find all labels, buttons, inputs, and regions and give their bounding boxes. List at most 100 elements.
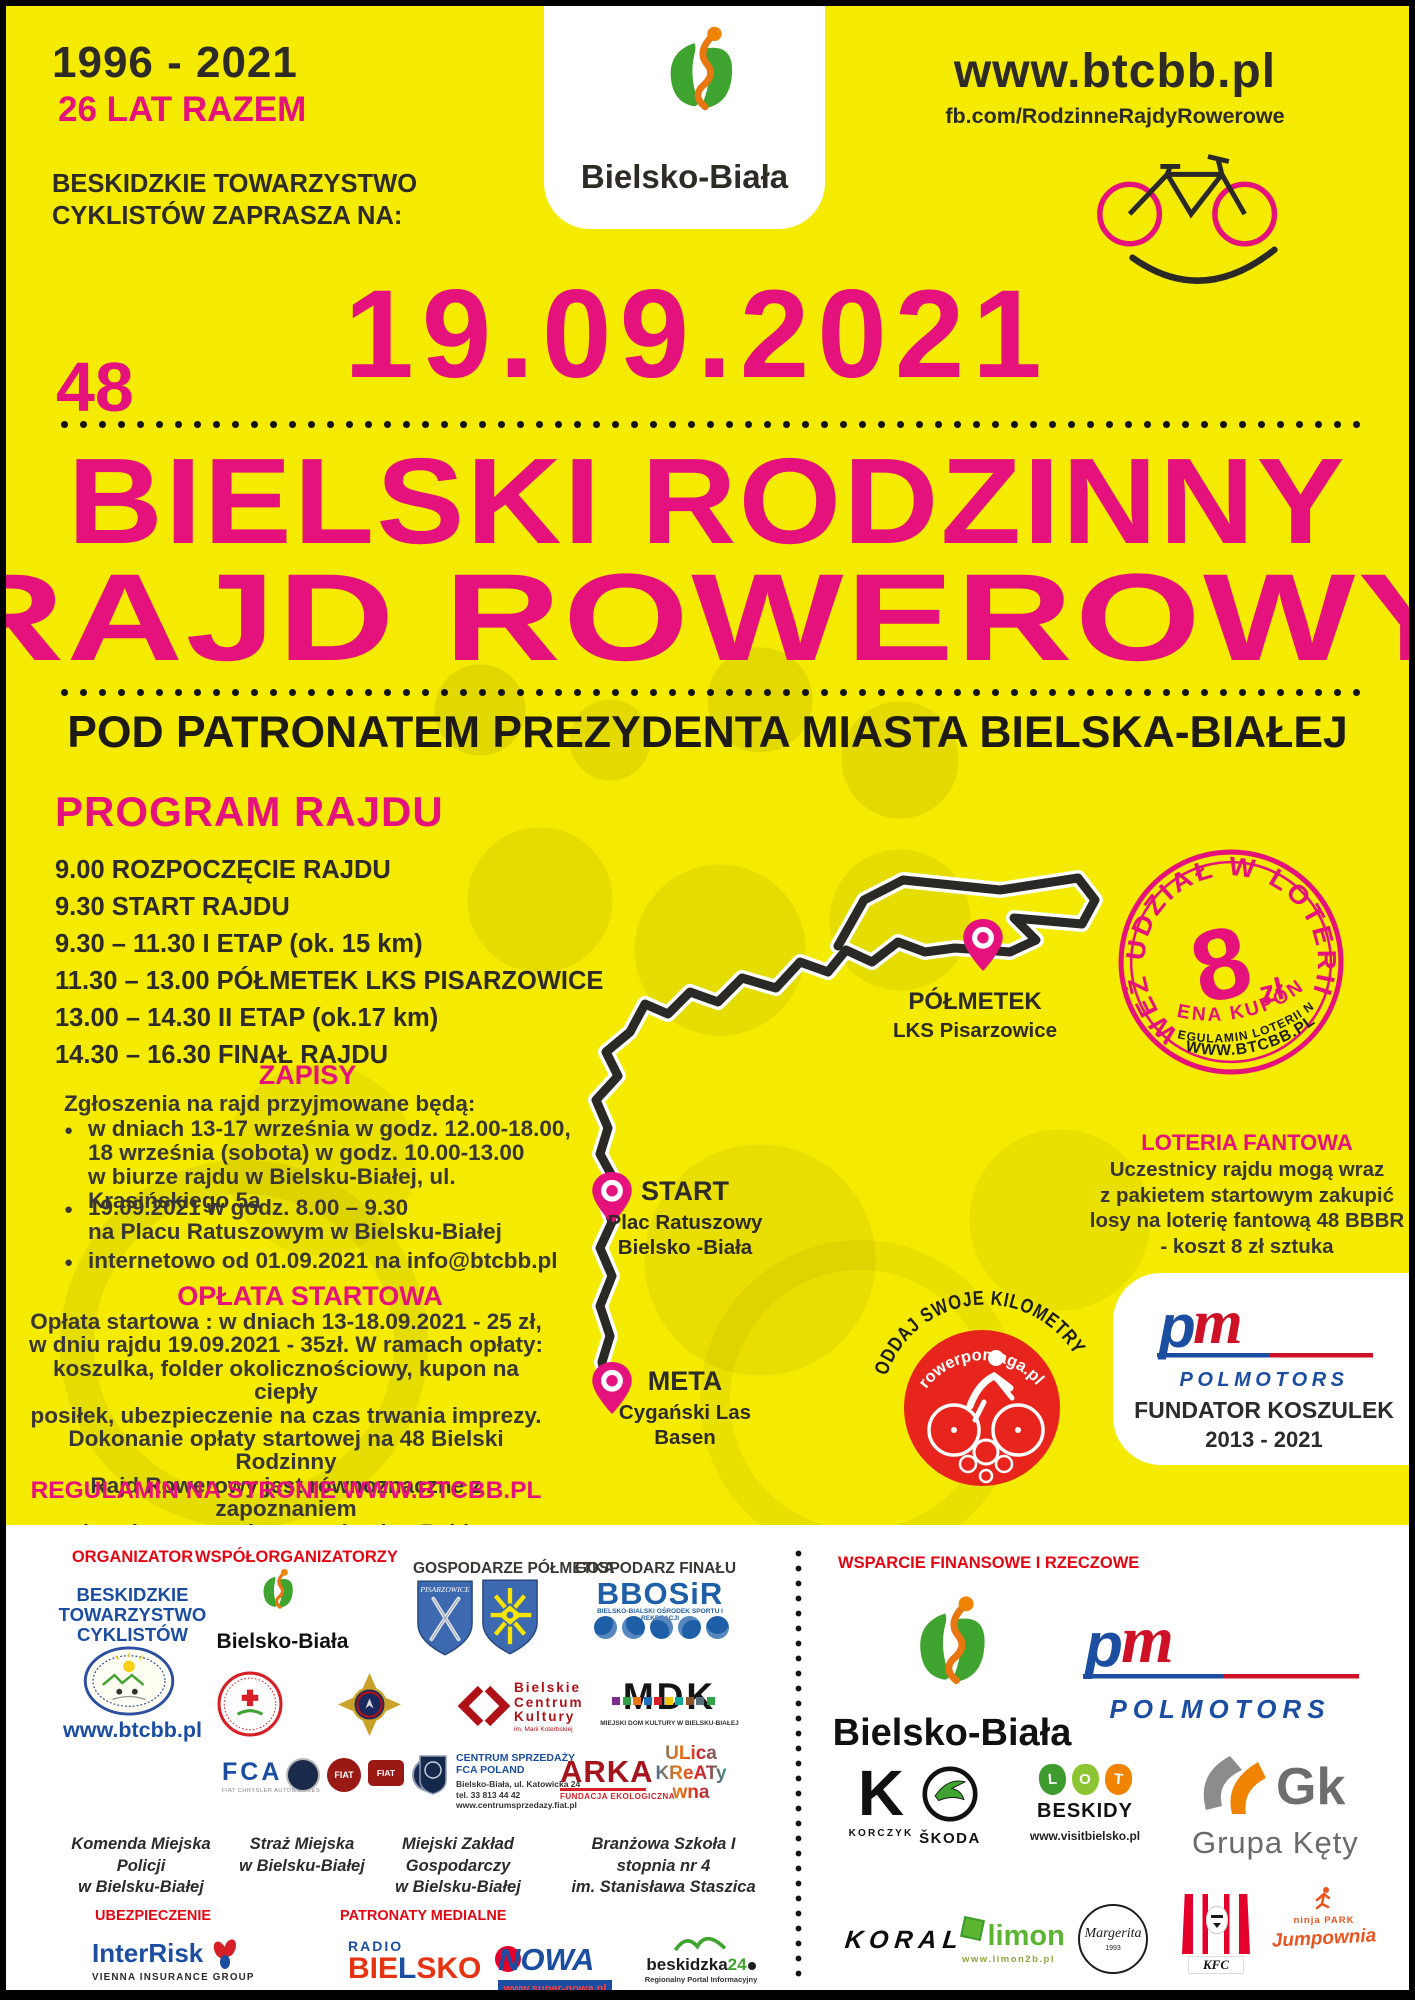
meta-sublabel-1: Cygański Las (618, 1401, 752, 1424)
pck-rescue-logo (217, 1671, 283, 1737)
polmotors-wordmark-big: POLMOTORS (1109, 1694, 1331, 1724)
bck-line: Centrum (514, 1694, 584, 1710)
limon-icon (960, 1916, 985, 1941)
interrisk-logo: InterRisk VIENNA INSURANCE GROUP (92, 1938, 255, 1983)
invite-line-2: CYKLISTÓW ZAPRASZA NA: (52, 202, 403, 230)
btc-club-logo (83, 1646, 175, 1716)
jumpownia-logo: ninja PARK Jumpownia (1268, 1886, 1380, 1952)
caption-szkola-2: im. Stanisława Staszica (571, 1878, 756, 1896)
polmetek-label: PÓŁMETEK (908, 988, 1042, 1015)
margerita-year: 1993 (1105, 1945, 1121, 1952)
colonel-face-icon (1206, 1906, 1228, 1934)
invite-line-1: BESKIDZKIE TOWARZYSTWO (52, 170, 418, 198)
fundator-line1: FUNDATOR KOSZULEK (1134, 1397, 1394, 1423)
regulamin-line: REGULAMIN NA STRONIE WWW.BTCBB.PL (30, 1477, 542, 1504)
korczyk-logo: K KORCZYK (845, 1757, 917, 1839)
korczyk-k-mark: K (857, 1757, 905, 1829)
loteria-fantowa-line: losy na loterię fantową 48 BBBR (1089, 1209, 1405, 1232)
loteria-fantowa-line: - koszt 8 zł sztuka (1160, 1234, 1334, 1258)
facebook-url: fb.com/RodzinneRajdyRowerowe (945, 104, 1285, 128)
bck-logo-mark (458, 1685, 510, 1727)
bielsko-biala-logo-icon (670, 26, 733, 111)
fundator-line2: 2013 - 2021 (1205, 1427, 1323, 1452)
btc-name-line: CYKLISTÓW (77, 1624, 188, 1645)
title-line-1: BIELSKI RODZINNY (67, 433, 1348, 569)
polmetek-pin-icon (963, 919, 1003, 971)
skoda-text: ŠKODA (919, 1830, 981, 1847)
nowa-logo: NOWA www.super-nowa.pl (495, 1942, 614, 1997)
anniversary-text: 26 LAT RAZEM (58, 90, 307, 129)
gospodarz-finalu-label: GOSPODARZ FINAŁU (575, 1560, 737, 1577)
grupa-kety-text: Grupa Kęty (1192, 1825, 1359, 1860)
jumper-icon (1315, 1887, 1331, 1910)
loteria-fantowa-heading: LOTERIA FANTOWA (1141, 1130, 1353, 1155)
polmotors-wordmark: POLMOTORS (1179, 1369, 1349, 1391)
zapisy-bullet1-line3: w biurze rajdu w Bielsku-Białej, ul. Kra… (88, 1164, 456, 1213)
ulica-kreatywna-line: ULica (650, 1744, 732, 1764)
city-logo-small-text: Bielsko-Biała (216, 1630, 349, 1653)
polmotors-pm-logo-big: p m (1083, 1608, 1359, 1680)
zapisy-bullet2-line2: na Placu Ratuszowym w Bielsku-Białej (88, 1219, 502, 1244)
beskidzka24-sub: Regionalny Portal Informacyjny (644, 1975, 758, 1984)
lot-t-shape: T (1103, 1763, 1133, 1796)
zapisy-bullet1-line2: 18 września (sobota) w godz. 10.00-13.00 (88, 1140, 525, 1165)
edition-number: 48 (56, 348, 134, 426)
lot-o-shape: O (1071, 1764, 1099, 1795)
bck-line: Kultury (514, 1709, 576, 1724)
jumpownia-text: Jumpownia (1271, 1925, 1377, 1952)
meta-pin-icon (592, 1362, 632, 1414)
alfa-romeo-logo (286, 1758, 320, 1792)
ubezpieczenie-label: UBEZPIECZENIE (95, 1908, 212, 1924)
bullet-icon: ● (64, 1122, 74, 1139)
sponsors-section (0, 1525, 1415, 1992)
fca-logo-sub: FIAT CHRYSLER AUTOMOBILES (222, 1788, 321, 1794)
koral-logo: KORAL (843, 1926, 966, 1954)
loteria-fantowa-line: Uczestnicy rajdu mogą wraz (1109, 1158, 1385, 1181)
zapisy-bullet3: internetowo od 01.09.2021 na info@btcbb.… (88, 1248, 558, 1273)
patronage-line: POD PATRONATEM PREZYDENTA MIASTA BIELSKA… (67, 708, 1348, 757)
city-logo-text: Bielsko-Biała (580, 158, 789, 195)
title-line-2: RAJD ROWEROWY (0, 549, 1415, 687)
bck-line: Bielskie (514, 1680, 582, 1695)
oplata-heading: OPŁATA STARTOWA (177, 1281, 443, 1311)
kfc-logo: KFC (1182, 1894, 1250, 1974)
bullet-icon: ● (64, 1201, 74, 1218)
polmotors-sponsor-box: p m POLMOTORS FUNDATOR KOSZULEK 2013 - 2… (1113, 1273, 1415, 1465)
btc-url: www.btcbb.pl (63, 1718, 202, 1742)
organizator-label: ORGANIZATOR (71, 1548, 194, 1566)
arka-logo-sub: FUNDACJA EKOLOGICZNA (560, 1792, 676, 1801)
mdk-logo-sub: MIEJSKI DOM KULTURY W BIELSKU-BIAŁEJ (600, 1720, 739, 1727)
dotted-divider (55, 688, 1360, 697)
oplata-line: Dokonanie opłaty startowej na 48 Bielski… (68, 1426, 504, 1475)
gk-swoosh-icon: Gk (1203, 1756, 1345, 1816)
arka-underline (560, 1788, 646, 1791)
beskidzka24-logo: beskidzka24 Regionalny Portal Informacyj… (636, 1930, 766, 1984)
svg-text:m: m (1193, 1291, 1243, 1357)
zapisy-bullet1-line1: w dniach 13-17 września w godz. 12.00-18… (88, 1116, 571, 1141)
bbosir-sport-icons (594, 1616, 729, 1639)
loteria-fantowa-line: z pakietem startowym zakupić (1100, 1183, 1394, 1207)
oplata-line: koszulka, folder okolicznościowy, kupon … (53, 1355, 519, 1405)
btc-name-line: TOWARZYSTWO (58, 1604, 207, 1625)
gospodarze-polmetka-label: GOSPODARZE PÓŁMETKA (413, 1560, 615, 1577)
cyclist-heart-icon (927, 1350, 1045, 1484)
caption-szkola-1: Branżowa Szkoła I stopnia nr 4 (591, 1835, 736, 1875)
pisarzowice-crest: PISARZOWICE (417, 1580, 473, 1656)
skoda-logo: ŠKODA (910, 1766, 990, 1847)
nowa-text: NOWA (498, 1942, 595, 1977)
caption-mzg-1: Miejski Zakład Gospodarczy (402, 1835, 514, 1875)
oplata-line: Opłata startowa : w dniach 13-18.09.2021… (30, 1309, 542, 1334)
polmotors-pm-logo: p m (1157, 1291, 1373, 1360)
caption-mzg-2: w Bielsku-Białej (395, 1878, 521, 1896)
program-item: 9.30 – 11.30 I ETAP (ok. 15 km) (55, 930, 423, 958)
svg-text:Gk: Gk (1276, 1758, 1345, 1816)
program-heading: PROGRAM RAJDU (55, 788, 444, 835)
oplata-line: posiłek, ubezpieczenie na czas trwania i… (30, 1402, 542, 1428)
start-pin-icon (592, 1172, 632, 1224)
svg-text:m: m (1121, 1608, 1174, 1677)
korczyk-text: KORCZYK (848, 1828, 914, 1839)
bck-sub: im. Marii Koterbskiej (514, 1726, 573, 1733)
city-logo-big-icon (920, 1596, 985, 1684)
lot-beskidy-logo: L O T BESKIDY www.visitbielsko.pl (1026, 1763, 1144, 1843)
sun-crest (482, 1579, 538, 1655)
